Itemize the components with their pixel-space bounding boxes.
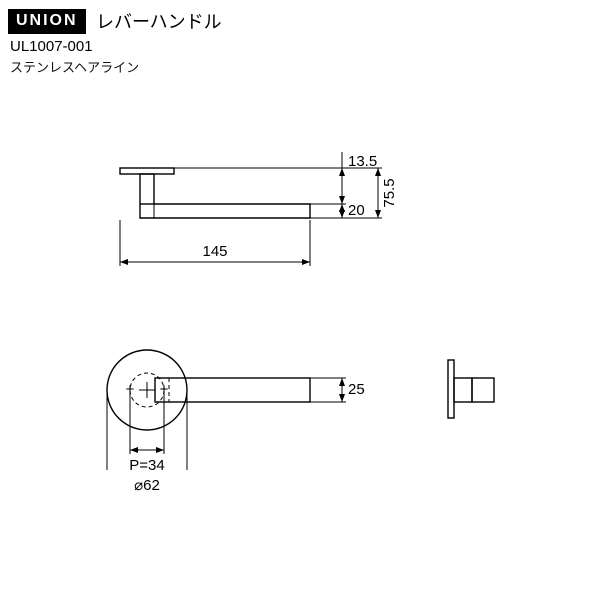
svg-text:25: 25 xyxy=(348,381,365,398)
svg-text:145: 145 xyxy=(202,243,227,260)
svg-text:20: 20 xyxy=(348,202,365,219)
svg-text:⌀62: ⌀62 xyxy=(134,477,160,494)
svg-text:P=34: P=34 xyxy=(129,457,164,474)
svg-text:75.5: 75.5 xyxy=(381,178,398,207)
technical-drawing: 1452013.575.5++25P=34⌀62 xyxy=(0,0,600,600)
svg-text:13.5: 13.5 xyxy=(348,153,377,170)
